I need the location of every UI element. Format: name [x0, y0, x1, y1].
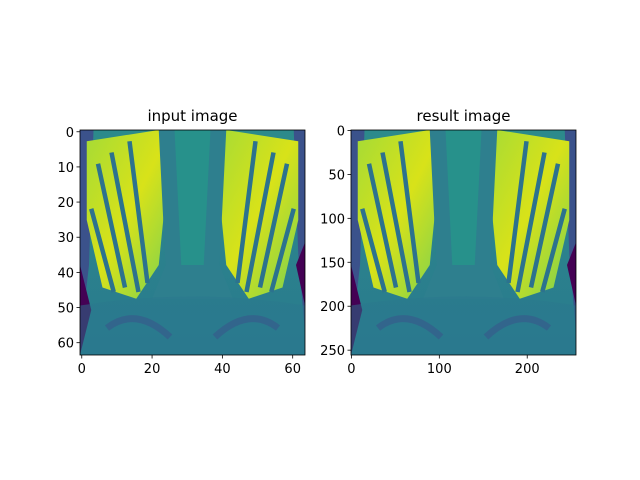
y-tick-label: 0 — [66, 126, 74, 141]
y-tick-label: 100 — [320, 212, 345, 227]
x-tick-label: 60 — [284, 362, 301, 377]
axes-title: result image — [417, 107, 511, 125]
y-tick-label: 50 — [57, 302, 74, 317]
image — [80, 130, 305, 355]
y-tick-label: 150 — [320, 256, 345, 271]
y-tick-label: 250 — [320, 344, 345, 359]
y-tick-label: 20 — [57, 196, 74, 211]
y-tick-label: 30 — [57, 231, 74, 246]
x-tick-label: 0 — [347, 362, 355, 377]
image — [351, 130, 576, 355]
x-tick-label: 40 — [214, 362, 231, 377]
y-tick-label: 60 — [57, 337, 74, 352]
y-tick-label: 10 — [57, 161, 74, 176]
x-tick-label: 20 — [144, 362, 161, 377]
y-tick-label: 200 — [320, 300, 345, 315]
x-tick-label: 200 — [515, 362, 540, 377]
y-tick-label: 50 — [328, 168, 345, 183]
axes-frame — [350, 129, 577, 356]
x-tick-label: 0 — [78, 362, 86, 377]
axes-title: input image — [147, 107, 237, 125]
x-tick-label: 100 — [427, 362, 452, 377]
axes-frame — [79, 129, 306, 356]
y-tick-label: 40 — [57, 266, 74, 281]
y-tick-label: 0 — [337, 124, 345, 139]
